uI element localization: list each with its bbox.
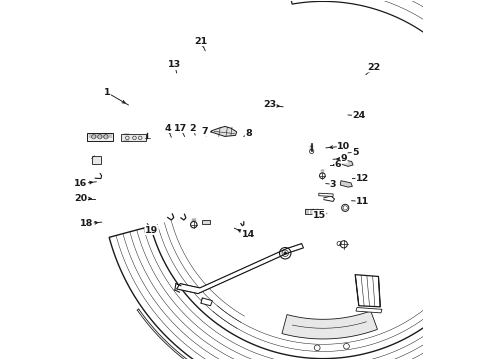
Text: 17: 17 [174,124,187,133]
Polygon shape [109,226,488,360]
Bar [87,133,113,141]
Polygon shape [355,307,381,313]
Text: 13: 13 [168,60,181,69]
Text: 4: 4 [164,124,171,133]
Polygon shape [176,244,303,294]
Text: 9: 9 [340,154,346,163]
Polygon shape [318,193,332,197]
Text: 15: 15 [312,211,325,220]
Polygon shape [201,298,212,306]
Text: 11: 11 [355,197,368,206]
Text: 19: 19 [145,225,158,234]
Text: 6: 6 [334,161,341,170]
Circle shape [283,252,286,255]
Text: 16: 16 [74,179,87,188]
Bar [121,134,145,141]
Polygon shape [340,181,352,187]
Text: 23: 23 [263,100,276,109]
Polygon shape [282,311,377,339]
Text: 14: 14 [241,230,254,239]
Polygon shape [284,0,488,91]
Text: 12: 12 [355,174,368,183]
Text: 24: 24 [351,111,365,120]
Polygon shape [339,159,352,166]
Text: 2: 2 [189,124,196,133]
Text: 5: 5 [351,148,358,157]
Text: 21: 21 [194,37,207,46]
Bar [202,220,210,224]
Polygon shape [354,275,380,307]
Text: 3: 3 [329,180,336,189]
Text: 22: 22 [366,63,380,72]
Polygon shape [210,126,236,136]
Bar [304,209,323,214]
Text: 18: 18 [80,219,93,228]
Text: 10: 10 [337,141,350,150]
Text: 8: 8 [245,129,252,138]
Text: 20: 20 [74,194,87,203]
Text: 1: 1 [103,88,110,97]
Text: 7: 7 [201,127,207,136]
Bar [91,156,101,163]
